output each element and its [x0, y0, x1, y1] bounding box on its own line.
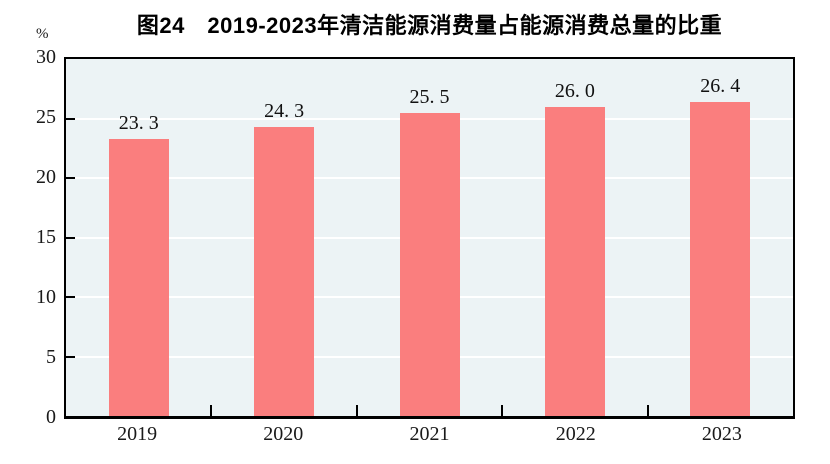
- x-tick-label: 2019: [117, 423, 158, 445]
- x-tick: [646, 405, 649, 416]
- y-tick: [66, 117, 75, 120]
- bar: [399, 112, 460, 416]
- y-axis-tick-labels: 30 25 20 15 10 5 0: [0, 46, 56, 428]
- bar-value-label: 25. 5: [409, 85, 450, 108]
- y-axis-unit-label: %: [36, 26, 49, 42]
- x-tick-label: 2021: [409, 423, 450, 445]
- bar-value-label: 24. 3: [264, 99, 305, 122]
- y-tick: [66, 177, 75, 179]
- y-tick: [66, 236, 75, 239]
- x-tick: [501, 405, 504, 416]
- y-tick-label: 30: [36, 46, 56, 68]
- y-tick-label: 0: [46, 406, 56, 428]
- bar: [254, 126, 315, 416]
- x-tick: [210, 405, 213, 416]
- x-tick-label: 2023: [701, 423, 742, 445]
- bar-value-label: 23. 3: [118, 111, 159, 134]
- x-tick: [355, 405, 358, 416]
- chart-title: 图24 2019-2023年清洁能源消费量占能源消费总量的比重: [136, 13, 723, 38]
- y-tick-label: 20: [36, 166, 56, 188]
- y-tick-label: 5: [46, 346, 56, 368]
- y-tick: [66, 296, 75, 298]
- y-tick-label: 25: [36, 106, 56, 128]
- bar: [690, 101, 751, 416]
- bar: [544, 106, 605, 416]
- plot-area: 23. 3 24. 3 25. 5 26. 0 26. 4: [64, 57, 795, 419]
- bar-value-label: 26. 0: [554, 79, 595, 102]
- bar-value-label: 26. 4: [700, 74, 741, 97]
- y-tick: [66, 355, 75, 358]
- x-tick-label: 2022: [555, 423, 596, 445]
- y-tick-label: 10: [36, 286, 56, 308]
- y-tick-label: 15: [36, 226, 56, 248]
- x-axis-labels: 2019 2020 2021 2022 2023: [64, 423, 795, 446]
- bar: [108, 138, 169, 416]
- x-tick-label: 2020: [263, 423, 304, 445]
